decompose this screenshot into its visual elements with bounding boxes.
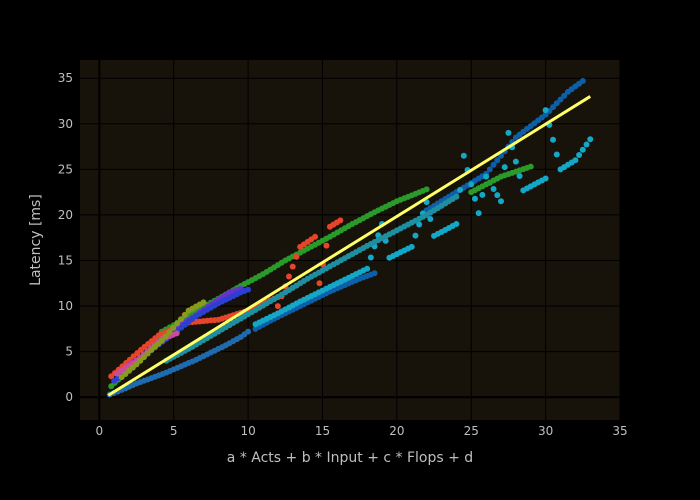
grid-lines [80,60,621,420]
fit-line-layer [107,95,592,397]
data-point [471,195,478,202]
data-point [501,164,508,171]
data-point [293,253,300,260]
data-point [468,181,475,188]
data-point [181,311,188,318]
data-point [200,299,207,306]
data-point [162,333,169,340]
x-tick-label: 5 [170,424,178,438]
y-tick-label: 20 [58,208,73,222]
data-point [483,173,490,180]
data-point [490,185,497,192]
fit-line [107,95,592,397]
data-point [137,357,144,364]
data-point [542,111,549,118]
data-point [364,265,371,272]
y-tick-label: 35 [58,71,73,85]
x-tick-label: 25 [464,424,479,438]
data-point [479,191,486,198]
data-point [550,104,557,111]
data-point [490,161,497,168]
x-tick-label: 35 [612,424,627,438]
data-point [561,92,568,99]
data-point [453,193,460,200]
y-tick-labels: 0 5 10 15 20 25 30 35 [58,71,73,404]
data-point [416,221,423,228]
data-point [170,324,177,331]
data-point [505,129,512,136]
data-point [475,210,482,217]
data-point [579,77,586,84]
data-point [144,350,151,357]
data-point [427,216,434,223]
data-point [166,329,173,336]
data-point [542,175,549,182]
data-point [286,273,293,280]
data-point [583,141,590,148]
series-9 [163,193,460,364]
data-point [158,337,165,344]
y-axis-title: Latency [ms] [28,194,44,286]
data-point [553,151,560,158]
x-axis-title: a * Acts + b * Input + c * Flops + d [227,450,473,466]
data-point [423,186,430,193]
x-tick-label: 30 [538,424,553,438]
data-point [486,166,493,173]
data-point [337,217,344,224]
data-point [550,136,557,143]
data-point [177,316,184,323]
data-point [587,136,594,143]
data-point [412,232,419,239]
series-2 [252,107,594,328]
x-tick-label: 20 [389,424,404,438]
data-point [245,286,252,293]
x-tick-label: 15 [315,424,330,438]
data-point [576,152,583,159]
series-8 [118,299,207,381]
data-point [274,303,281,310]
data-point [140,354,147,361]
data-point [557,96,564,103]
data-point [497,198,504,205]
data-point [553,100,560,107]
data-point [173,330,180,337]
data-point [460,152,467,159]
y-tick-label: 15 [58,254,73,268]
data-point [289,263,296,270]
data-point [423,199,430,206]
data-point [494,192,501,199]
data-point [312,233,319,240]
x-tick-label: 10 [240,424,255,438]
data-point [133,361,140,368]
plot-area [80,60,620,420]
x-tick-labels: 0 5 10 15 20 25 30 35 [96,424,628,438]
data-point [371,270,378,277]
data-point [512,158,519,165]
data-point [453,221,460,228]
data-point [245,328,252,335]
data-point [174,320,181,327]
y-tick-label: 5 [65,345,73,359]
x-tick-label: 0 [96,424,104,438]
data-point [494,157,501,164]
y-tick-label: 30 [58,117,73,131]
data-point [527,163,534,170]
y-tick-label: 10 [58,299,73,313]
data-point [316,280,323,287]
data-point [367,254,374,261]
data-point [572,157,579,164]
data-point [323,242,330,249]
data-point [516,172,523,179]
y-tick-label: 25 [58,162,73,176]
data-point [408,243,415,250]
data-point [542,107,549,114]
data-point [579,146,586,153]
data-point [457,186,464,193]
y-tick-label: 0 [65,390,73,404]
